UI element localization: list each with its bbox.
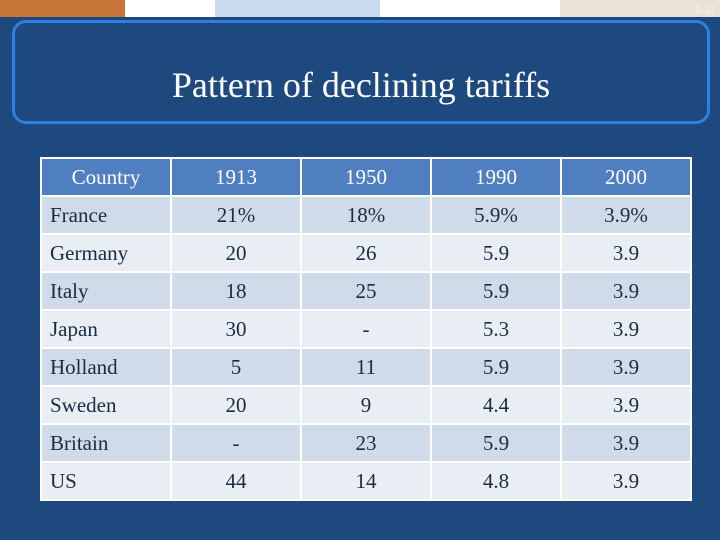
tariff-cell: 5.9 [430, 347, 562, 387]
tariff-cell: 9 [300, 385, 432, 425]
table-row: Holland 5 11 5.9 3.9 [40, 347, 692, 387]
header-2000: 2000 [560, 157, 692, 197]
tariff-table-container: Country 1913 1950 1990 2000 France 21% 1… [40, 157, 692, 501]
country-cell: Italy [40, 271, 172, 311]
tariff-cell: 5.9 [430, 271, 562, 311]
tariff-cell: 20 [170, 385, 302, 425]
table-row: France 21% 18% 5.9% 3.9% [40, 195, 692, 235]
tariff-cell: 3.9 [560, 385, 692, 425]
tariff-cell: 3.9% [560, 195, 692, 235]
header-1990: 1990 [430, 157, 562, 197]
top-bar-segment [215, 0, 380, 17]
country-cell: Germany [40, 233, 172, 273]
header-1913: 1913 [170, 157, 302, 197]
title-box: Pattern of declining tariffs [12, 20, 710, 124]
tariff-cell: 3.9 [560, 233, 692, 273]
tariff-cell: 5.9 [430, 423, 562, 463]
top-bar-segment [125, 0, 215, 17]
tariff-cell: 44 [170, 461, 302, 501]
tariff-cell: - [300, 309, 432, 349]
country-cell: Sweden [40, 385, 172, 425]
top-bar-segment [0, 0, 125, 17]
tariff-cell: 11 [300, 347, 432, 387]
header-1950: 1950 [300, 157, 432, 197]
tariff-cell: 14 [300, 461, 432, 501]
tariff-cell: 23 [300, 423, 432, 463]
country-cell: US [40, 461, 172, 501]
tariff-cell: 3.9 [560, 271, 692, 311]
tariff-cell: 3.9 [560, 309, 692, 349]
slide-number: 1-11 [694, 4, 716, 16]
table-row: Japan 30 - 5.3 3.9 [40, 309, 692, 349]
table-row: Britain - 23 5.9 3.9 [40, 423, 692, 463]
tariff-cell: 21% [170, 195, 302, 235]
tariff-cell: 3.9 [560, 423, 692, 463]
tariff-cell: 5.9% [430, 195, 562, 235]
top-bar-segment [560, 0, 720, 17]
tariff-cell: 5 [170, 347, 302, 387]
tariff-cell: 18% [300, 195, 432, 235]
tariff-cell: 25 [300, 271, 432, 311]
tariff-cell: 30 [170, 309, 302, 349]
tariff-cell: - [170, 423, 302, 463]
table-row: Germany 20 26 5.9 3.9 [40, 233, 692, 273]
country-cell: Holland [40, 347, 172, 387]
country-cell: France [40, 195, 172, 235]
tariff-cell: 20 [170, 233, 302, 273]
tariff-table: Country 1913 1950 1990 2000 France 21% 1… [40, 157, 692, 501]
tariff-cell: 26 [300, 233, 432, 273]
top-decor-bar [0, 0, 720, 17]
top-bar-segment [380, 0, 560, 17]
tariff-cell: 18 [170, 271, 302, 311]
tariff-cell: 5.9 [430, 233, 562, 273]
table-header-row: Country 1913 1950 1990 2000 [40, 157, 692, 197]
tariff-cell: 3.9 [560, 461, 692, 501]
table-row: Italy 18 25 5.9 3.9 [40, 271, 692, 311]
country-cell: Britain [40, 423, 172, 463]
table-row: US 44 14 4.8 3.9 [40, 461, 692, 501]
slide-title: Pattern of declining tariffs [171, 65, 551, 105]
country-cell: Japan [40, 309, 172, 349]
tariff-cell: 5.3 [430, 309, 562, 349]
tariff-cell: 3.9 [560, 347, 692, 387]
tariff-cell: 4.8 [430, 461, 562, 501]
table-row: Sweden 20 9 4.4 3.9 [40, 385, 692, 425]
header-country: Country [40, 157, 172, 197]
tariff-cell: 4.4 [430, 385, 562, 425]
